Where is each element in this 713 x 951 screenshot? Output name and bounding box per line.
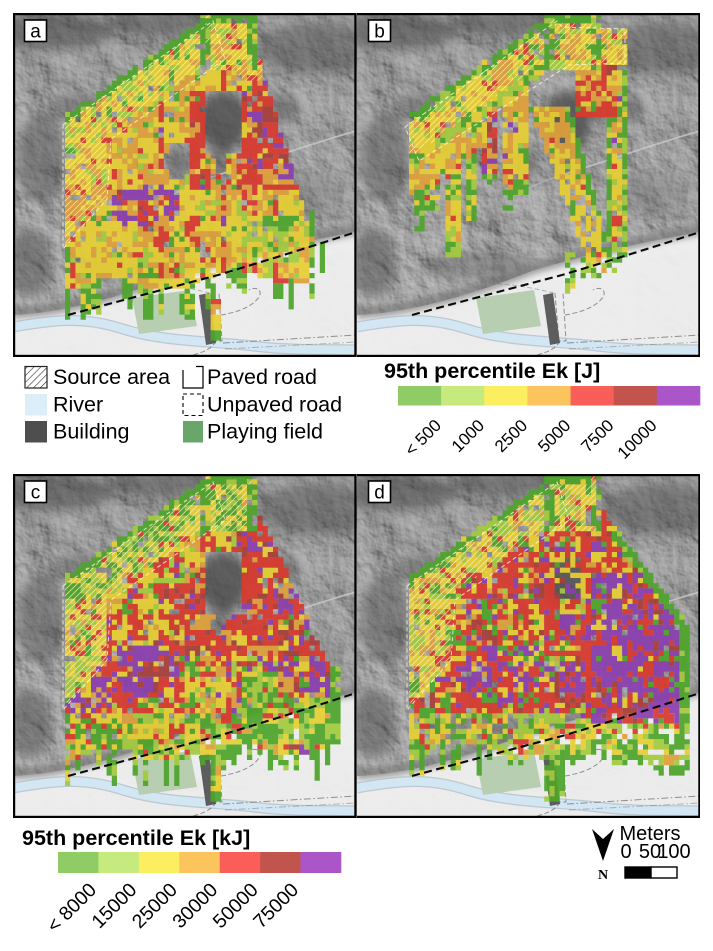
svg-text:River: River	[53, 393, 103, 417]
svg-text:15000: 15000	[87, 879, 141, 933]
svg-text:0: 0	[620, 841, 631, 863]
svg-text:Source area: Source area	[53, 365, 170, 389]
svg-text:Paved road: Paved road	[207, 365, 317, 389]
svg-text:5000: 5000	[534, 416, 574, 456]
svg-text:30000: 30000	[168, 879, 222, 933]
svg-text:a: a	[30, 22, 41, 43]
svg-text:95th percentile Ek [kJ]: 95th percentile Ek [kJ]	[22, 826, 250, 850]
svg-text:75000: 75000	[249, 879, 303, 933]
svg-text:50: 50	[639, 841, 661, 863]
svg-text:25000: 25000	[128, 879, 182, 933]
svg-text:95th percentile Ek [J]: 95th percentile Ek [J]	[384, 359, 600, 383]
svg-text:Playing field: Playing field	[207, 420, 323, 444]
svg-text:50000: 50000	[209, 879, 263, 933]
svg-text:N: N	[598, 868, 608, 883]
svg-text:< 500: < 500	[401, 416, 445, 460]
svg-text:Building: Building	[53, 420, 130, 444]
svg-text:Unpaved road: Unpaved road	[207, 393, 342, 417]
svg-text:Meters: Meters	[619, 823, 680, 845]
svg-text:< 8000: < 8000	[43, 879, 101, 937]
svg-text:d: d	[374, 483, 385, 504]
svg-text:b: b	[374, 22, 385, 43]
svg-text:10000: 10000	[614, 416, 661, 463]
svg-text:100: 100	[657, 841, 690, 863]
svg-text:2500: 2500	[491, 416, 531, 456]
svg-text:c: c	[31, 483, 41, 504]
svg-text:7500: 7500	[577, 416, 617, 456]
svg-text:1000: 1000	[448, 416, 488, 456]
